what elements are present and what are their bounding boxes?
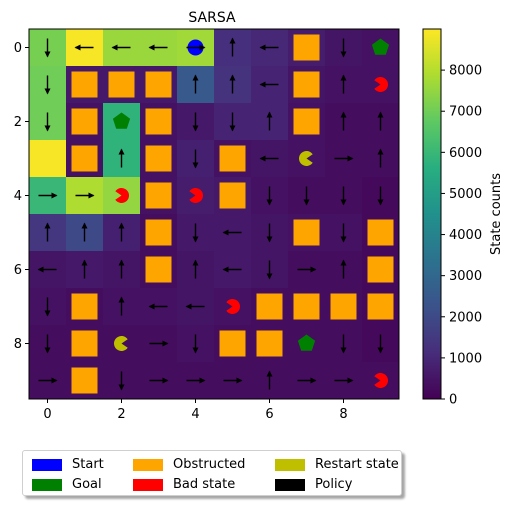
legend-swatch-restart-state [275,459,305,471]
obstructed-marker [219,145,246,172]
policy-arrows [37,37,384,391]
colorbar-tick-label: 2000 [449,310,482,325]
restart-state-marker [113,336,128,351]
bad-state-marker [115,188,130,203]
legend-swatch-obstructed [133,459,163,471]
obstructed-marker [145,219,172,246]
legend-label-start: Start [72,457,104,472]
obstructed-marker [71,367,98,394]
obstructed-marker [145,182,172,209]
legend-label-bad-state: Bad state [173,477,236,492]
heatmap-cell [29,140,67,178]
obstructed-marker [145,108,172,135]
obstructed-marker [256,293,283,320]
colorbar-tick-label: 8000 [449,64,482,79]
bad-state-marker [226,299,241,314]
goal-marker [297,334,316,351]
y-tick-label: 2 [14,115,22,130]
obstructed-marker [367,256,394,283]
bad-state-marker [374,77,389,92]
legend: Start Obstructed Restart state Goal Bad … [22,450,402,496]
obstructed-marker [219,330,246,357]
obstructed-marker [293,71,320,98]
y-axis: 0 2 4 6 8 [14,41,29,352]
x-tick-label: 8 [339,407,347,422]
y-tick-label: 4 [14,189,22,204]
legend-swatch-start [32,459,62,471]
x-axis: 0 2 4 6 8 [43,399,348,422]
legend-label-obstructed: Obstructed [173,457,246,472]
obstructed-marker [145,145,172,172]
colorbar [422,28,442,400]
x-tick-label: 6 [265,407,273,422]
colorbar-tick-label: 5000 [449,187,482,202]
restart-state-marker [298,151,313,167]
obstructed-marker [256,330,283,357]
obstructed-marker [293,34,320,61]
obstructed-marker [71,71,98,98]
chart-title: SARSA [188,10,236,26]
plot-frame [28,28,400,400]
obstructed-marker [145,256,172,283]
obstructed-marker [330,293,357,320]
state-markers [71,34,394,394]
colorbar-tick-label: 0 [449,393,457,408]
obstructed-marker [71,293,98,320]
obstructed-marker [71,330,98,357]
obstructed-marker [108,71,135,98]
obstructed-marker [367,219,394,246]
x-tick-label: 2 [117,407,125,422]
bad-state-marker [374,373,389,388]
obstructed-marker [293,108,320,135]
y-tick-label: 6 [14,263,22,278]
obstructed-marker [71,108,98,135]
obstructed-marker [145,71,172,98]
obstructed-marker [219,182,246,209]
colorbar-tick-label: 1000 [449,351,482,366]
bad-state-marker [189,188,204,203]
colorbar-tick-label: 6000 [449,146,482,161]
legend-swatch-policy [275,479,305,491]
x-tick-label: 0 [43,407,51,422]
obstructed-marker [367,293,394,320]
legend-swatch-bad-state [133,479,163,491]
colorbar-label: State counts [489,173,504,255]
colorbar-tick-label: 4000 [449,228,482,243]
obstructed-marker [293,293,320,320]
colorbar-tick-label: 7000 [449,105,482,120]
obstructed-marker [71,145,98,172]
goal-marker [112,112,131,129]
legend-label-restart-state: Restart state [315,457,399,472]
legend-label-policy: Policy [315,477,353,492]
goal-marker [371,38,390,55]
y-tick-label: 0 [14,41,22,56]
y-tick-label: 8 [14,337,22,352]
obstructed-marker [293,219,320,246]
colorbar-ticks: 0 1000 2000 3000 4000 5000 6000 7000 8000 [441,64,482,408]
x-tick-label: 4 [191,407,199,422]
legend-label-goal: Goal [72,477,102,492]
colorbar-tick-label: 3000 [449,269,482,284]
legend-swatch-goal [32,479,62,491]
